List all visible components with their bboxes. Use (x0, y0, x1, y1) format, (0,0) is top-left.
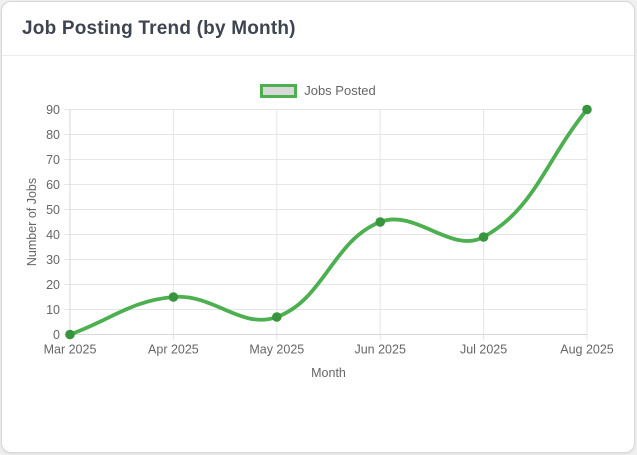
y-tick-label: 40 (46, 228, 60, 242)
y-tick-label: 30 (46, 253, 60, 267)
x-tick-label: Aug 2025 (560, 343, 614, 357)
data-point[interactable] (168, 292, 179, 302)
data-point[interactable] (478, 232, 489, 242)
chart-legend: Jobs Posted (2, 83, 634, 98)
x-axis-title: Month (311, 366, 346, 380)
y-tick-label: 20 (46, 278, 60, 292)
y-tick-label: 70 (46, 153, 60, 167)
x-tick-label: Jun 2025 (354, 343, 405, 357)
legend-label: Jobs Posted (304, 83, 376, 98)
page-title: Job Posting Trend (by Month) (22, 17, 296, 39)
x-tick-label: Jul 2025 (460, 343, 507, 357)
data-point[interactable] (582, 104, 592, 115)
data-point[interactable] (272, 312, 282, 322)
y-tick-label: 80 (46, 128, 60, 142)
data-point[interactable] (65, 329, 75, 340)
y-axis-title: Number of Jobs (25, 177, 39, 267)
legend-item-jobs-posted[interactable]: Jobs Posted (260, 83, 376, 98)
data-point[interactable] (375, 217, 386, 227)
y-tick-label: 90 (46, 103, 60, 117)
y-tick-label: 0 (53, 328, 60, 342)
x-tick-label: Mar 2025 (44, 343, 97, 357)
x-tick-label: May 2025 (249, 343, 304, 357)
y-tick-label: 50 (46, 203, 60, 217)
card-header: Job Posting Trend (by Month) (2, 2, 634, 56)
trend-line (68, 107, 589, 337)
x-tick-label: Apr 2025 (148, 343, 199, 357)
legend-swatch-icon (260, 83, 298, 98)
y-tick-label: 10 (46, 303, 60, 317)
y-tick-label: 60 (46, 178, 60, 192)
